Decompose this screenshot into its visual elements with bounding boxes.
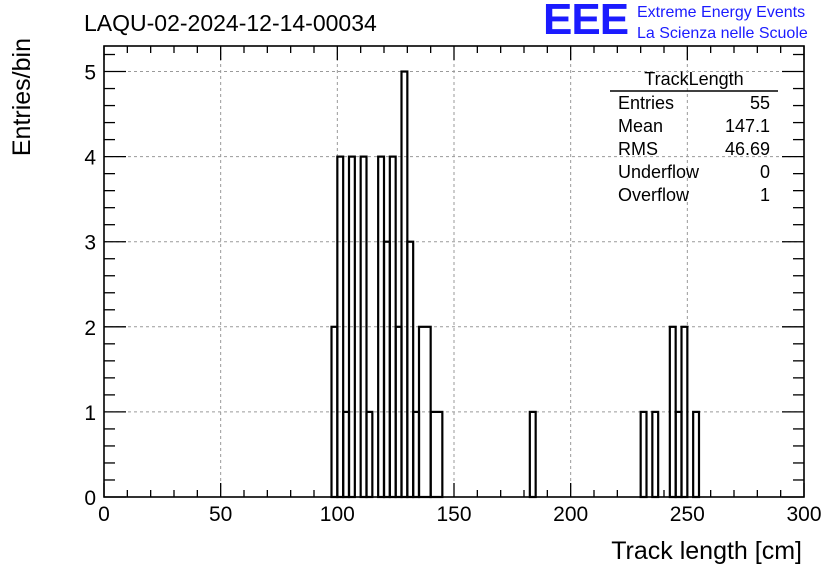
stats-row-value: 0 — [760, 162, 770, 182]
y-tick-label: 3 — [84, 232, 96, 255]
y-tick-label: 5 — [84, 62, 96, 85]
histogram-bin — [528, 410, 537, 499]
x-tick-label: 150 — [436, 503, 471, 526]
eee-logo-line2: La Scienza nelle Scuole — [637, 25, 808, 42]
x-tick-label: 100 — [320, 503, 355, 526]
stats-row-value: 46.69 — [725, 139, 770, 159]
x-axis-title: Track length [cm] — [611, 537, 802, 565]
x-tick-label: 250 — [670, 503, 705, 526]
stats-row-value: 147.1 — [725, 116, 770, 136]
y-tick-label: 2 — [84, 317, 96, 340]
histogram-bin — [680, 325, 689, 499]
x-tick-label: 0 — [98, 503, 110, 526]
y-tick-label: 0 — [84, 487, 96, 510]
y-axis-title: Entries/bin — [8, 38, 36, 156]
y-tick-label: 1 — [84, 402, 96, 425]
stats-row-label: RMS — [618, 139, 658, 159]
eee-logo-line1: Extreme Energy Events — [637, 4, 806, 21]
x-tick-label: 200 — [553, 503, 588, 526]
histogram-bin — [365, 410, 374, 499]
stats-box-title: TrackLength — [644, 69, 743, 89]
stats-row-label: Entries — [618, 93, 674, 113]
chart-title: LAQU-02-2024-12-14-00034 — [84, 10, 377, 36]
axes: 0 50 100 150 200 250 300 0 1 2 3 4 5 — [84, 45, 822, 526]
histogram-bin — [639, 410, 648, 499]
stats-row-label: Overflow — [618, 185, 690, 205]
y-tick-label: 4 — [84, 147, 96, 170]
stats-row-value: 1 — [760, 185, 770, 205]
histogram-bin — [429, 410, 444, 499]
stats-box: TrackLength Entries 55 Mean 147.1 RMS 46.69 Und… — [610, 69, 778, 205]
eee-logo: EEE — [543, 0, 629, 44]
stats-row-value: 55 — [750, 93, 770, 113]
x-tick-label: 300 — [786, 503, 821, 526]
histogram-bin — [651, 410, 660, 499]
x-tick-label: 50 — [209, 503, 232, 526]
stats-row-label: Underflow — [618, 162, 700, 182]
stats-row-label: Mean — [618, 116, 663, 136]
histogram-bin — [692, 410, 701, 499]
